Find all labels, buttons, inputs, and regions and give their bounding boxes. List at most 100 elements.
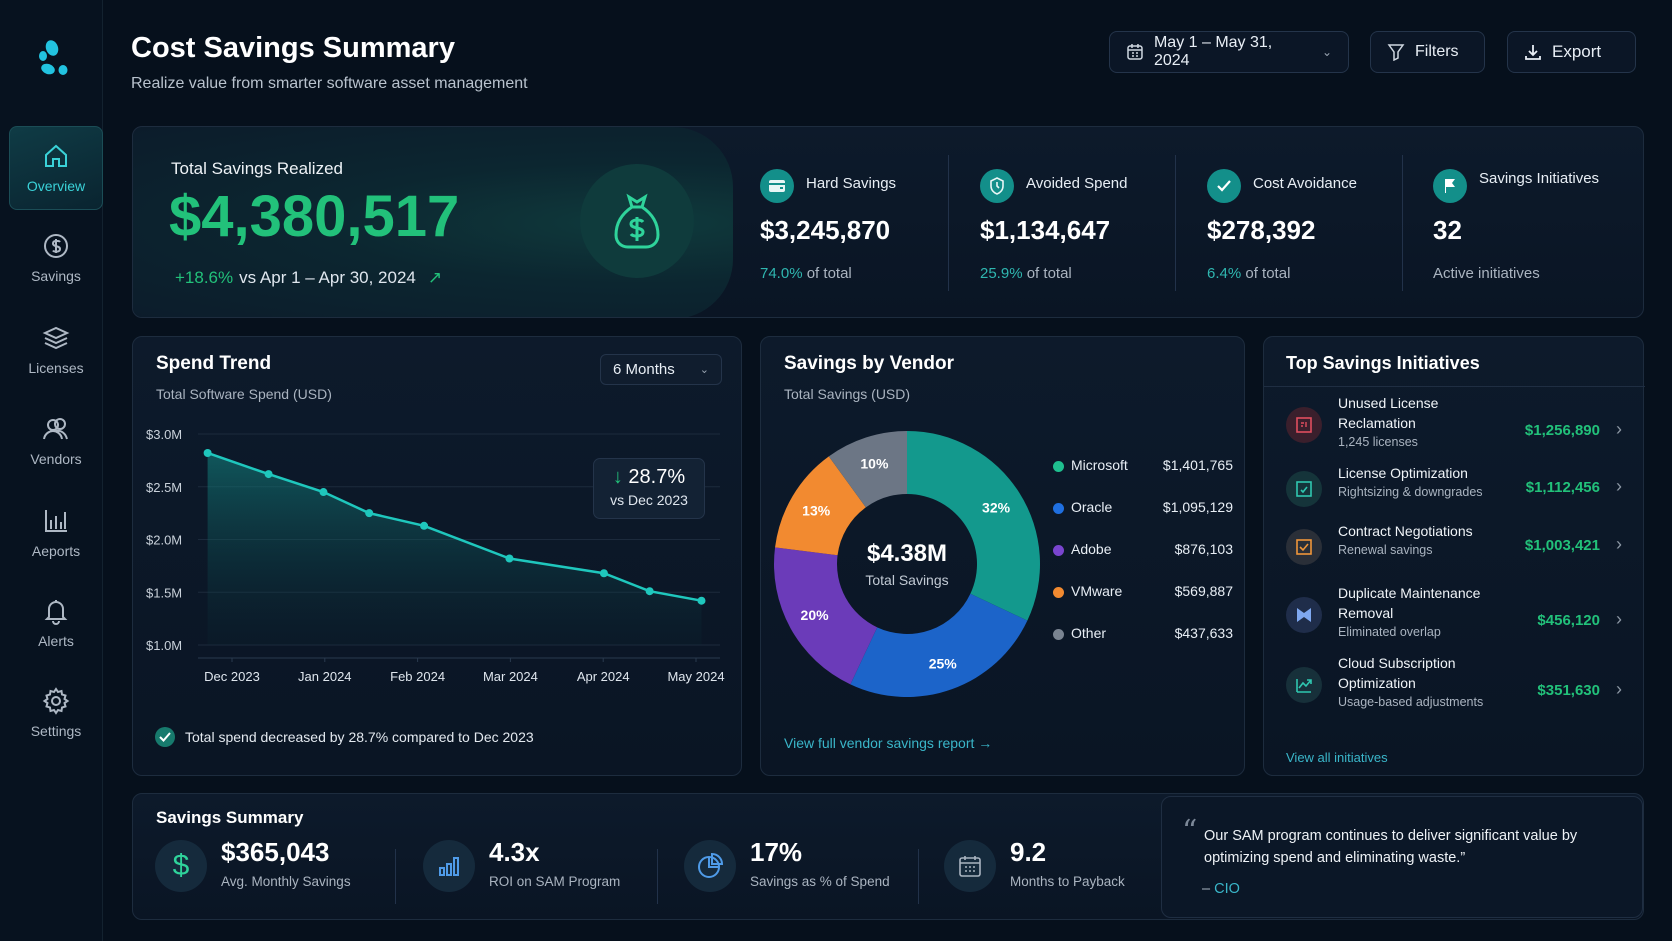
initiative-row[interactable]: Unused License Reclamation 1,245 licenses… — [1286, 395, 1626, 457]
chevron-right-icon: › — [1616, 679, 1622, 699]
legend-name: VMware — [1071, 583, 1123, 599]
legend-dot — [1053, 461, 1064, 472]
initiatives-card: Top Savings Initiatives Unused License R… — [1263, 336, 1645, 776]
donut-slice-other[interactable] — [828, 431, 907, 508]
sidebar-item-label: Vendors — [30, 451, 82, 467]
stat-percent: 6.4% — [1207, 265, 1242, 282]
layers-icon — [42, 326, 70, 350]
stat-sub: 74.0% of total — [760, 265, 852, 282]
initiative-row[interactable]: License Optimization Rightsizing & downgr… — [1286, 465, 1626, 527]
data-point — [697, 596, 706, 605]
slice-percent-label: 10% — [860, 456, 889, 472]
initiative-sub: Renewal savings — [1338, 543, 1433, 557]
range-select[interactable]: 6 Months ⌄ — [600, 354, 722, 385]
summary-label: ROI on SAM Program — [489, 874, 621, 889]
legend-item: Oracle $1,095,129 — [1053, 498, 1233, 518]
stat-suffix: of total — [1026, 265, 1072, 282]
sidebar-item-alerts[interactable]: Alerts — [9, 581, 103, 665]
donut-slice-microsoft[interactable] — [907, 431, 1040, 621]
vendor-report-link-text: View full vendor savings report — [784, 735, 975, 751]
money-bag-icon — [614, 193, 660, 249]
y-tick-label: $1.0M — [146, 638, 182, 653]
stat-label: Cost Avoidance — [1253, 175, 1357, 192]
vendor-donut-chart: 32% 25% 20% 13% 10% — [774, 431, 1040, 697]
contract-icon — [1286, 529, 1322, 565]
check-icon — [1207, 169, 1241, 203]
money-bag-badge — [580, 164, 694, 278]
filters-button[interactable]: Filters — [1370, 31, 1485, 73]
donut-slice-oracle[interactable] — [850, 593, 1028, 697]
quote-author: CIO — [1214, 881, 1240, 897]
donut-slice-vmware[interactable] — [775, 456, 866, 556]
license-icon — [1286, 407, 1322, 443]
data-point — [599, 569, 608, 578]
data-point — [420, 521, 429, 530]
stat-sub: 25.9% of total — [980, 265, 1072, 282]
y-tick-label: $3.0M — [146, 427, 182, 442]
vendor-title: Savings by Vendor — [784, 353, 954, 374]
legend-name: Other — [1071, 625, 1107, 641]
bell-icon — [44, 600, 68, 625]
initiative-name: Unused License Reclamation — [1338, 395, 1439, 431]
initiative-amount: $351,630 — [1537, 682, 1600, 699]
initiative-text: Duplicate Maintenance Removal Eliminated … — [1338, 583, 1518, 642]
quote-text: Our SAM program continues to deliver sig… — [1204, 828, 1578, 866]
sidebar-item-reports[interactable]: Aeports — [9, 491, 103, 575]
initiative-row[interactable]: Duplicate Maintenance Removal Eliminated … — [1286, 585, 1626, 647]
legend-dot — [1053, 545, 1064, 556]
data-point — [645, 587, 654, 596]
filter-icon — [1387, 44, 1405, 61]
export-button[interactable]: Export — [1507, 31, 1636, 73]
donut-slice-adobe[interactable] — [774, 547, 878, 685]
stat-value: $278,392 — [1207, 215, 1316, 245]
kpi-card: Total Savings Realized $4,380,517 +18.6%… — [132, 126, 1644, 318]
spend-trend-title: Spend Trend — [156, 353, 272, 374]
chevron-right-icon: › — [1616, 419, 1622, 439]
change-badge: ↓ 28.7% vs Dec 2023 — [593, 458, 705, 519]
vendor-report-link[interactable]: View full vendor savings report → — [784, 735, 992, 751]
sidebar-item-licenses[interactable]: Licenses — [9, 308, 103, 392]
filters-label: Filters — [1415, 43, 1459, 60]
divider — [1175, 155, 1176, 291]
initiative-text: Cloud Subscription Optimization Usage-bas… — [1338, 653, 1518, 712]
sidebar-item-vendors[interactable]: Vendors — [9, 399, 103, 483]
x-tick-label: Dec 2023 — [204, 669, 260, 684]
date-range-value: May 1 – May 31, 2024 — [1153, 34, 1273, 69]
calendar-icon — [1127, 44, 1143, 60]
sidebar-item-label: Licenses — [28, 360, 84, 376]
chevron-down-icon: ⌄ — [699, 364, 709, 376]
total-savings-value: $4,380,517 — [169, 184, 460, 249]
sidebar-item-savings[interactable]: Savings — [9, 216, 103, 300]
divider — [918, 849, 919, 904]
initiative-row[interactable]: Cloud Subscription Optimization Usage-bas… — [1286, 655, 1626, 717]
sidebar-item-label: Settings — [30, 723, 82, 739]
donut-center-label: Total Savings — [865, 572, 949, 588]
stat-sub: Active initiatives — [1433, 265, 1540, 282]
page-subtitle: Realize value from smarter software asse… — [131, 75, 528, 92]
initiative-row[interactable]: Contract Negotiations Renewal savings $1,… — [1286, 523, 1626, 585]
legend-amount: $569,887 — [1174, 583, 1233, 599]
data-point — [319, 488, 328, 497]
view-all-initiatives-link[interactable]: View all initiatives — [1286, 750, 1388, 765]
cloud-chart-icon — [1286, 667, 1322, 703]
y-tick-label: $2.5M — [146, 480, 182, 495]
quote-card: “ Our SAM program continues to deliver s… — [1161, 796, 1643, 918]
donut-center-value: $4.38M — [866, 540, 948, 567]
spend-trend-chart: $3.0M $2.5M $2.0M $1.5M $1.0M Dec 2023 Jan 202… — [146, 427, 725, 684]
sidebar-item-settings[interactable]: Settings — [9, 671, 103, 755]
initiative-amount: $1,112,456 — [1525, 479, 1600, 496]
legend-amount: $1,401,765 — [1162, 457, 1233, 473]
sidebar-item-label: Overview — [26, 178, 86, 194]
chevron-right-icon: › — [1616, 609, 1622, 629]
arrow-down-icon: ↓ — [612, 466, 623, 488]
initiative-amount: $1,256,890 — [1524, 422, 1600, 439]
y-tick-label: $1.5M — [146, 585, 182, 600]
range-select-value: 6 Months — [613, 361, 675, 378]
stat-avoided-spend: Avoided Spend $1,134,647 25.9% of total — [980, 127, 1200, 317]
dollar-icon: $ — [155, 840, 207, 892]
sidebar-item-overview[interactable]: Overview — [9, 126, 103, 210]
merge-icon — [1286, 597, 1322, 633]
date-range-picker[interactable]: May 1 – May 31, 2024 ⌄ — [1109, 31, 1349, 73]
badge-context: vs Dec 2023 — [610, 492, 688, 508]
initiative-sub: Rightsizing & downgrades — [1338, 485, 1483, 499]
